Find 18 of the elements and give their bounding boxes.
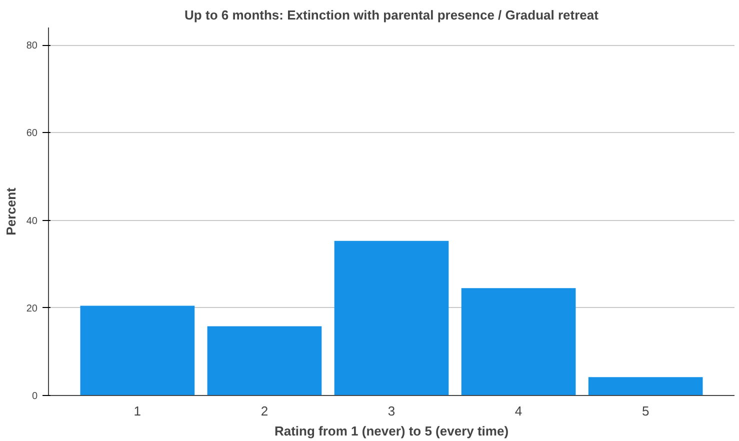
y-axis-title: Percent (3, 186, 18, 236)
x-tick-label: 5 (642, 404, 650, 418)
bar (461, 288, 576, 396)
bar (588, 377, 703, 396)
bar (80, 306, 195, 396)
x-tick-label: 4 (514, 404, 522, 418)
bar (207, 326, 322, 396)
chart-title: Up to 6 months: Extinction with parental presence / Gradual retreat (184, 8, 600, 22)
y-tick-label: 0 (32, 391, 38, 402)
bar (334, 240, 449, 396)
x-axis-title: Rating from 1 (never) to 5 (every time) (274, 424, 509, 438)
y-tick-label: 40 (26, 216, 38, 227)
x-tick-label: 2 (260, 404, 268, 418)
y-tick-label: 60 (26, 128, 38, 140)
y-tick-label: 80 (26, 40, 38, 52)
x-tick-label: 1 (134, 404, 142, 418)
y-tick-label: 20 (26, 303, 38, 314)
x-tick-label: 3 (388, 404, 396, 418)
